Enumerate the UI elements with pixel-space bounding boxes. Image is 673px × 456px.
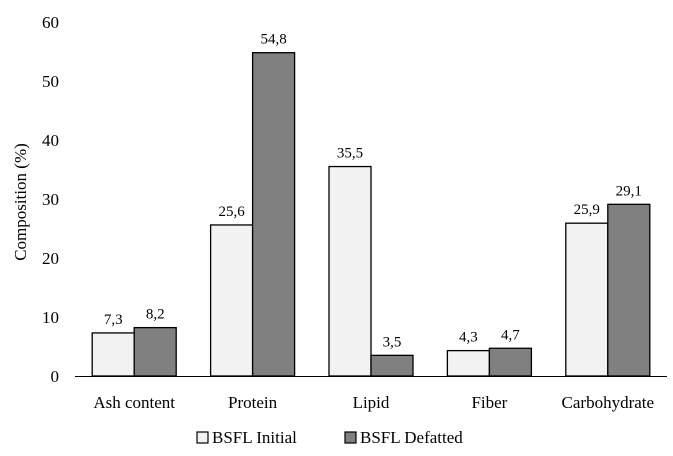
bar-bsfl-initial-ash-content	[91, 332, 135, 377]
x-tick-label: Fiber	[471, 393, 507, 412]
y-tick-label: 30	[42, 190, 59, 209]
y-tick-label: 20	[42, 249, 59, 268]
data-label-bsfl-defatted-ash-content: 8,2	[146, 307, 165, 323]
data-label-bsfl-initial-protein: 25,6	[218, 204, 245, 220]
x-labels-layer: Ash content Protein Lipid Fiber Carbohydrate	[93, 393, 654, 412]
x-tick-label: Carbohydrate	[562, 393, 655, 412]
y-tick-label: 10	[42, 308, 59, 327]
bar-bsfl-initial-lipid	[328, 165, 372, 377]
y-tick-label: 0	[51, 367, 60, 386]
bar-bsfl-defatted-lipid	[370, 354, 414, 377]
legend-label-bsfl-initial: BSFL Initial	[212, 428, 297, 447]
bars-layer	[91, 52, 651, 377]
bar-bsfl-defatted-carbohydrate	[607, 203, 651, 377]
legend-label-bsfl-defatted: BSFL Defatted	[360, 428, 463, 447]
data-label-bsfl-initial-fiber: 4,3	[459, 330, 478, 346]
data-labels-layer: 7,3 8,2 25,6 54,8 35,5 3,5 4,3 4,7 25,9 29,1	[104, 32, 642, 351]
bar-bsfl-initial-protein	[209, 224, 254, 377]
y-axis-title: Composition (%)	[11, 143, 30, 261]
legend-swatch-bsfl-defatted	[344, 431, 357, 444]
x-tick-label: Ash content	[93, 393, 175, 412]
y-tick-label: 40	[42, 131, 59, 150]
y-tick-label: 50	[42, 72, 59, 91]
data-label-bsfl-initial-carbohydrate: 25,9	[574, 202, 600, 218]
data-label-bsfl-initial-lipid: 35,5	[337, 146, 363, 162]
data-label-bsfl-initial-ash-content: 7,3	[104, 312, 123, 328]
bar-bsfl-defatted-ash-content	[133, 326, 177, 377]
legend-swatch-bsfl-initial	[196, 431, 209, 444]
data-label-bsfl-defatted-fiber: 4,7	[501, 327, 520, 343]
bar-bsfl-initial-carbohydrate	[565, 222, 609, 377]
y-tick-label: 60	[42, 13, 59, 32]
data-label-bsfl-defatted-lipid: 3,5	[383, 334, 402, 350]
data-label-bsfl-defatted-carbohydrate: 29,1	[616, 183, 642, 199]
bar-bsfl-defatted-fiber	[488, 347, 533, 377]
bar-bsfl-initial-fiber	[446, 349, 491, 377]
bar-bsfl-defatted-protein	[251, 52, 296, 377]
y-ticks-layer: 0 10 20 30 40 50 60	[42, 13, 59, 386]
data-label-bsfl-defatted-protein: 54,8	[260, 32, 286, 48]
legend: BSFL Initial BSFL Defatted	[196, 428, 463, 447]
x-tick-label: Lipid	[353, 393, 390, 412]
x-tick-label: Protein	[228, 393, 278, 412]
